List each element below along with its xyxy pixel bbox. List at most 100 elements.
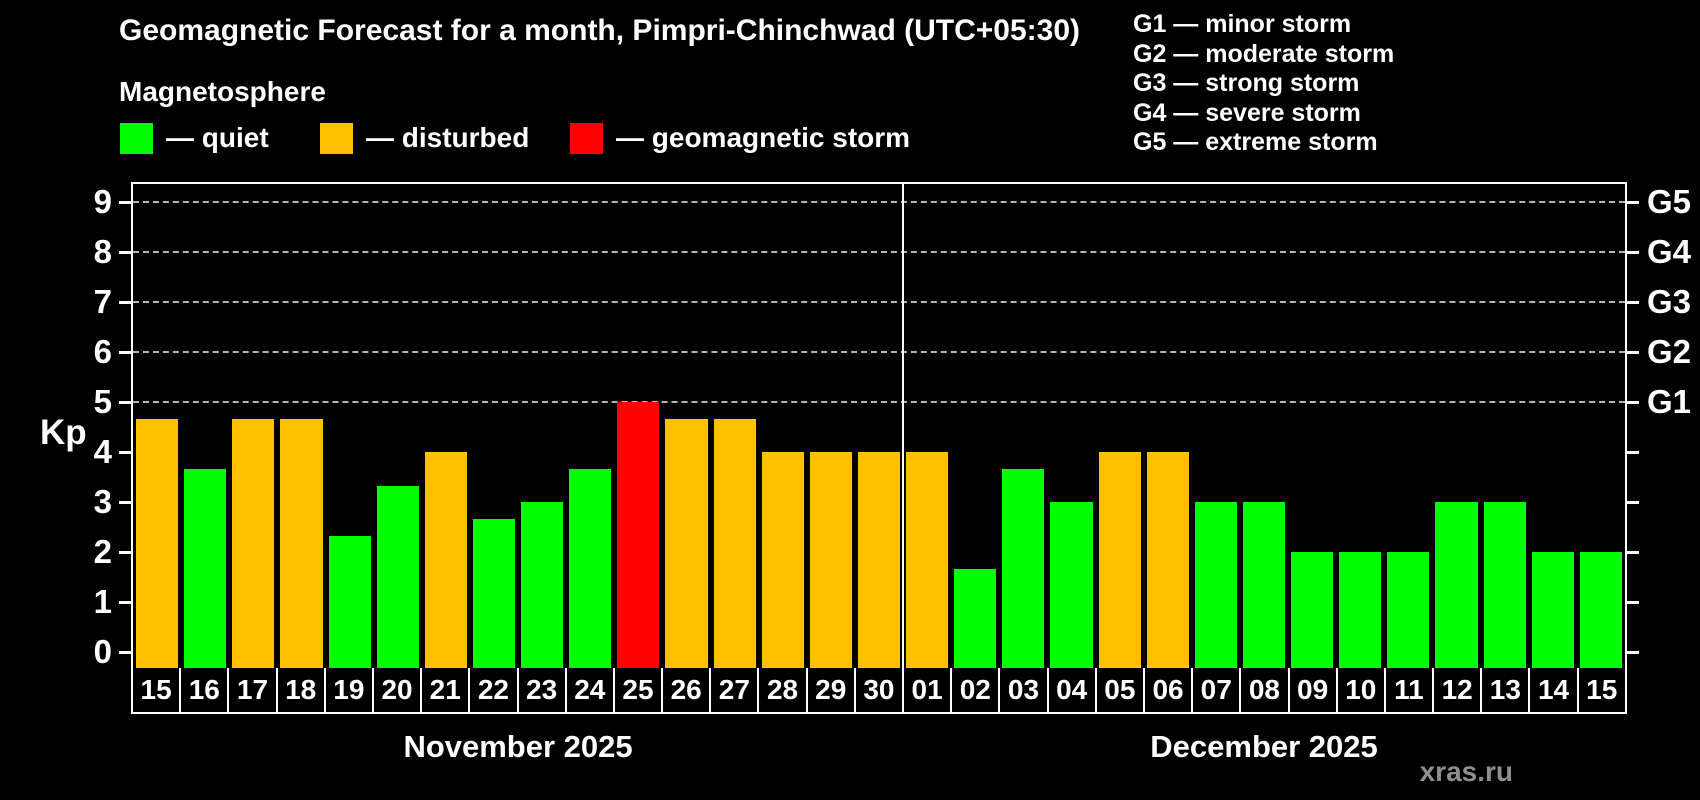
y-axis-label: 1 [93, 583, 112, 620]
date-cell: 29 [807, 668, 856, 714]
date-cell: 13 [1482, 668, 1531, 714]
g-axis-tick [1627, 600, 1639, 604]
kp-bar [857, 452, 901, 668]
g-axis-tick [1627, 250, 1639, 254]
legend-item-storm: — geomagnetic storm [570, 122, 910, 154]
date-cell: 08 [1241, 668, 1290, 714]
date-cell: 07 [1193, 668, 1242, 714]
y-axis-tick [119, 550, 131, 554]
y-axis-label: 6 [93, 333, 112, 370]
date-cell: 15 [133, 668, 182, 714]
kp-bar [472, 518, 516, 668]
kp-bar [569, 468, 612, 668]
y-axis-label: 9 [93, 183, 112, 220]
y-axis-tick [119, 350, 131, 354]
legend-item-disturbed: — disturbed [320, 122, 529, 154]
kp-bar [1194, 502, 1237, 668]
g-axis-tick [1627, 300, 1639, 304]
kp-bar [1098, 452, 1141, 668]
date-cell: 03 [1000, 668, 1049, 714]
g-scale-legend: G1 — minor storm G2 — moderate storm G3 … [1133, 10, 1394, 158]
y-axis-label: 5 [93, 383, 112, 420]
kp-bar [809, 452, 852, 668]
g-axis-tick [1627, 650, 1639, 654]
y-axis-label: 2 [93, 533, 112, 570]
y-axis-title: Kp [40, 413, 87, 452]
g-axis-label: G5 [1647, 183, 1692, 220]
y-axis-label: 7 [93, 283, 112, 320]
g-axis-tick [1627, 400, 1639, 404]
kp-bar [1339, 552, 1382, 668]
kp-bar [1531, 552, 1574, 668]
y-axis-tick [119, 450, 131, 454]
kp-bar [713, 418, 756, 668]
g-axis-tick [1627, 550, 1639, 554]
g-scale-legend-line: G5 — extreme storm [1133, 128, 1378, 157]
kp-bar [617, 402, 660, 668]
date-cell: 28 [759, 668, 808, 714]
y-axis-tick [119, 250, 131, 254]
date-axis-row: 15 16 17 18 19 20 21 22 23 24 25 26 27 28 29 30 01 02 03 04… [131, 668, 1627, 714]
kp-bar [665, 418, 708, 668]
gridline-kp6 [133, 351, 1625, 353]
kp-bar [424, 452, 467, 668]
gridline-kp9 [133, 201, 1625, 203]
month-divider [902, 184, 905, 668]
g-scale-legend-line: G4 — severe storm [1133, 98, 1361, 127]
legend-label-storm: — geomagnetic storm [616, 122, 911, 153]
g-scale-legend-line: G2 — moderate storm [1133, 39, 1395, 68]
date-cell: 04 [1048, 668, 1097, 714]
kp-bar [232, 418, 275, 668]
watermark: xras.ru [1419, 756, 1513, 787]
date-cell: 05 [1096, 668, 1145, 714]
date-cell: 02 [952, 668, 1001, 714]
kp-bar [184, 468, 227, 668]
g-axis-tick [1627, 450, 1639, 454]
date-cell: 18 [277, 668, 326, 714]
disturbed-color-swatch [320, 122, 353, 154]
chart-subtitle: Magnetosphere [119, 76, 326, 107]
date-cell: 11 [1385, 668, 1435, 714]
kp-bar [954, 568, 997, 668]
g-scale-legend-line: G3 — strong storm [1133, 69, 1360, 98]
storm-color-swatch [570, 122, 603, 154]
g-axis-label: G3 [1647, 283, 1692, 320]
date-cell: 06 [1144, 668, 1194, 714]
kp-bar [1146, 452, 1189, 668]
g-axis-label: G4 [1647, 233, 1692, 270]
y-axis-tick [119, 600, 131, 604]
date-cell: 10 [1337, 668, 1386, 714]
plot-inner [133, 184, 1625, 668]
date-cell: 30 [855, 668, 904, 714]
y-axis-tick [119, 500, 131, 504]
kp-bar [1483, 502, 1526, 668]
date-cell: 23 [518, 668, 567, 714]
month-label: December 2025 [1150, 729, 1378, 764]
kp-bar [1050, 502, 1093, 668]
y-axis-label: 3 [93, 483, 112, 520]
date-cell: 26 [663, 668, 712, 714]
gridline-kp7 [133, 301, 1625, 303]
kp-bar [1291, 552, 1334, 668]
date-cell: 17 [229, 668, 278, 714]
gridline-kp8 [133, 251, 1625, 253]
g-axis-label: G2 [1647, 333, 1692, 370]
y-axis-tick [119, 650, 131, 654]
g-scale-legend-line: G1 — minor storm [1133, 10, 1352, 38]
gridline-kp5 [133, 401, 1625, 403]
date-cell: 20 [373, 668, 423, 714]
y-axis-label: 8 [93, 233, 112, 270]
plot-area [131, 182, 1627, 670]
kp-bar [761, 452, 804, 668]
y-axis-label: 4 [93, 433, 112, 470]
y-axis-tick [119, 400, 131, 404]
date-cell: 24 [566, 668, 615, 714]
y-axis-tick [119, 200, 131, 204]
date-cell: 25 [614, 668, 664, 714]
date-cell: 12 [1434, 668, 1483, 714]
g-axis-tick [1627, 500, 1639, 504]
date-cell: 15 [1578, 668, 1627, 714]
g-axis-tick [1627, 200, 1639, 204]
legend-label-disturbed: — disturbed [366, 122, 530, 153]
legend-item-quiet: — quiet [120, 122, 269, 154]
